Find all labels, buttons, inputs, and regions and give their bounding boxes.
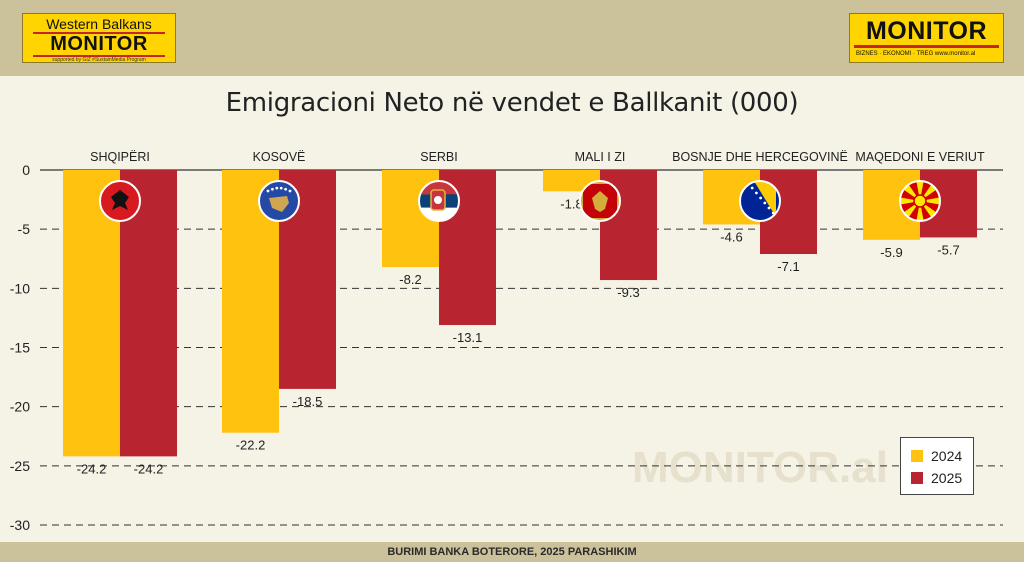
flag-ring xyxy=(579,180,621,222)
y-tick-label: -25 xyxy=(10,458,30,474)
map-shape xyxy=(269,196,289,212)
star xyxy=(771,211,775,215)
data-label-2024: -4.6 xyxy=(720,229,742,244)
flag-body xyxy=(259,181,299,221)
y-tick-label: -10 xyxy=(10,280,30,296)
data-label-2025: -24.2 xyxy=(134,461,164,476)
category-label: MAQEDONI E VERIUT xyxy=(855,150,985,164)
logo-left-line1: Western Balkans xyxy=(46,16,152,32)
logo-right-line1: MONITOR xyxy=(854,17,999,48)
data-label-2025: -13.1 xyxy=(453,330,483,345)
y-tick-label: -5 xyxy=(18,221,31,237)
star xyxy=(755,191,758,195)
data-label-2025: -7.1 xyxy=(777,259,799,274)
flag-ring xyxy=(99,180,141,222)
serbia-flag-icon xyxy=(418,180,460,222)
north-macedonia-flag-icon xyxy=(899,180,941,222)
flag-body xyxy=(100,181,140,221)
eagle-shape xyxy=(111,190,129,210)
flag-ring xyxy=(258,180,300,222)
star xyxy=(763,201,767,205)
data-label-2025: -18.5 xyxy=(293,394,323,409)
star xyxy=(275,186,279,190)
category-label: KOSOVË xyxy=(253,150,306,164)
legend-item-2024: 2024 xyxy=(911,448,962,464)
logo-right-line2: BIZNES · EKONOMI · TREG www.monitor.al xyxy=(856,51,976,57)
data-label-2025: -5.7 xyxy=(937,242,959,257)
sun-ray xyxy=(920,195,940,207)
cross-field xyxy=(434,196,442,204)
star xyxy=(767,206,771,210)
legend: 2024 2025 xyxy=(900,437,974,495)
sun-ray xyxy=(914,181,926,201)
monitor-logo: MONITOR BIZNES · EKONOMI · TREG www.moni… xyxy=(849,13,1004,63)
logo-left-line3: supported by GIZ #SustainMedia Program xyxy=(52,57,146,63)
flag-body xyxy=(580,181,620,221)
data-label-2024: -8.2 xyxy=(399,272,421,287)
data-label-2024: -1.8 xyxy=(560,196,582,211)
footer-band xyxy=(0,542,1024,562)
legend-label-2024: 2024 xyxy=(931,448,963,464)
data-label-2024: -22.2 xyxy=(236,438,266,453)
star xyxy=(288,189,292,193)
sun-disk xyxy=(913,194,927,208)
legend-swatch-2025 xyxy=(911,472,923,484)
star xyxy=(759,196,762,200)
flag-ring xyxy=(739,180,781,222)
bosnia-flag-icon xyxy=(739,180,781,222)
data-label-2024: -5.9 xyxy=(880,245,902,260)
sun-ray xyxy=(914,201,926,221)
star xyxy=(284,187,287,191)
star xyxy=(271,187,274,191)
category-label: SHQIPËRI xyxy=(90,150,150,164)
star xyxy=(750,186,754,190)
legend-label-2025: 2025 xyxy=(931,470,963,486)
source-note: BURIMI BANKA BOTERORE, 2025 PARASHIKIM xyxy=(387,546,637,558)
watermark: MONITOR.al xyxy=(632,443,888,492)
category-label: SERBI xyxy=(420,150,458,164)
flag-body xyxy=(740,181,780,221)
data-label-2024: -24.2 xyxy=(77,461,107,476)
montenegro-flag-icon xyxy=(579,180,621,222)
legend-item-2025: 2025 xyxy=(911,470,962,486)
chart-title: Emigracioni Neto në vendet e Ballkanit (… xyxy=(225,88,799,118)
category-label: MALI I ZI xyxy=(575,150,626,164)
y-tick-label: -20 xyxy=(10,399,30,415)
flag-ring xyxy=(899,180,941,222)
y-tick-label: 0 xyxy=(22,162,30,178)
sun-ray xyxy=(900,195,920,207)
y-tick-label: -30 xyxy=(10,517,30,533)
legend-swatch-2024 xyxy=(911,450,923,462)
y-tick-label: -15 xyxy=(10,340,30,356)
logo-left-line2: MONITOR xyxy=(33,32,165,57)
category-label: BOSNJE DHE HERCEGOVINË xyxy=(672,150,848,164)
kosovo-flag-icon xyxy=(258,180,300,222)
eagle-shape xyxy=(592,191,608,212)
flag-ring xyxy=(418,180,460,222)
star xyxy=(266,189,270,193)
star xyxy=(279,186,283,190)
flag-body xyxy=(900,181,940,221)
western-balkans-monitor-logo: Western Balkans MONITOR supported by GIZ… xyxy=(22,13,176,63)
data-label-2025: -9.3 xyxy=(617,285,639,300)
albania-flag-icon xyxy=(99,180,141,222)
triangle xyxy=(754,181,776,217)
